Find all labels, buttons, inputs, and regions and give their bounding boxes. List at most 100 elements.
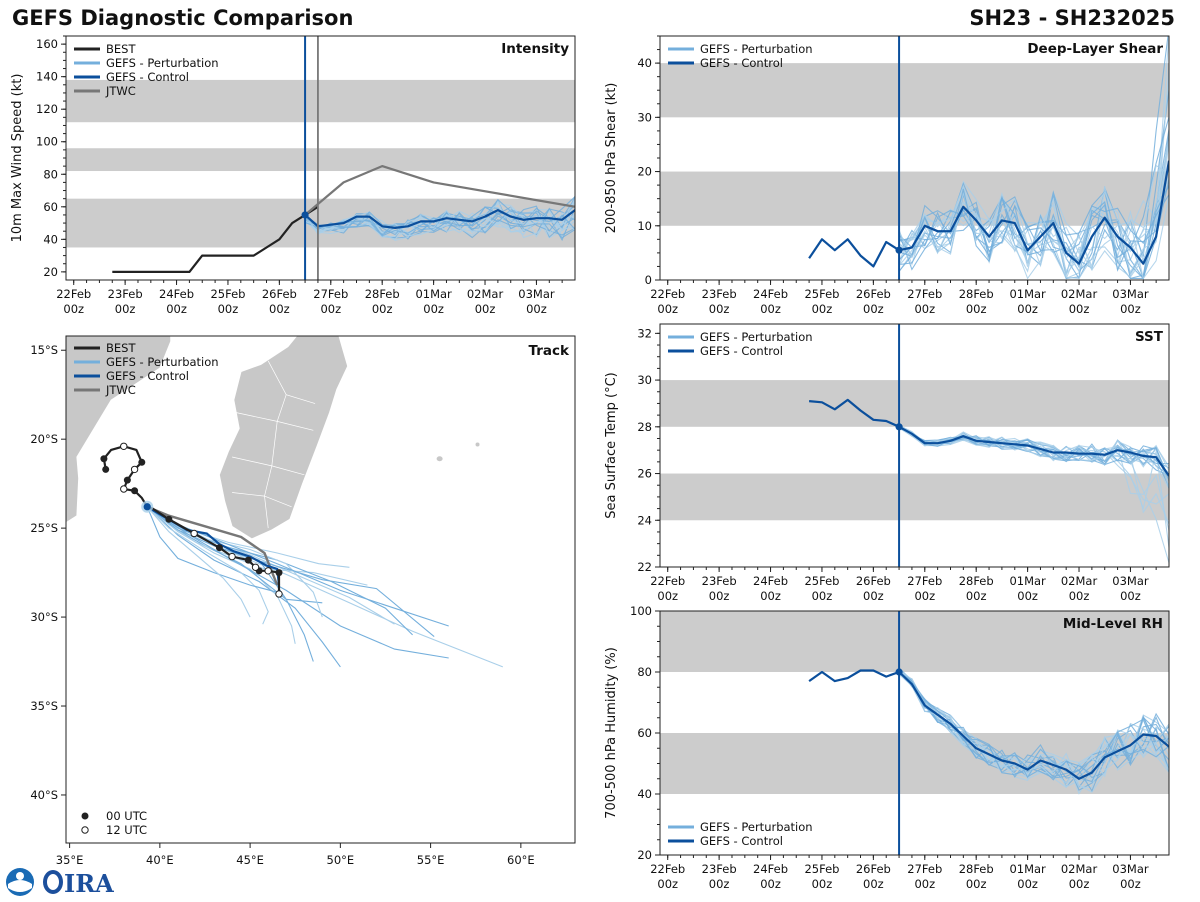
sst-xtick-label: 26Feb — [856, 574, 891, 588]
shear-xtick-label: 27Feb — [907, 287, 942, 301]
sst-ytick-label: 32 — [637, 326, 652, 340]
track-frame — [65, 335, 576, 844]
rh-perturbation-line — [898, 673, 1169, 778]
intensity-control-line — [304, 209, 575, 229]
track-best-12utc-point — [228, 552, 236, 561]
sst-legend-label-perturbation: GEFS - Perturbation — [700, 330, 813, 344]
sst-xtick-hour: 00z — [863, 589, 884, 603]
intensity-xtick-hour: 00z — [166, 302, 187, 316]
rh-panel-title: Mid-Level RH — [1063, 616, 1163, 632]
rh-perturbation-line — [898, 671, 1169, 779]
intensity-perturbation-line — [304, 195, 575, 239]
shear-xtick-hour: 00z — [812, 302, 833, 316]
shear-ytick-label: 40 — [637, 56, 652, 70]
track-plot-area — [66, 336, 504, 668]
sst-xtick-hour: 00z — [812, 589, 833, 603]
shear-xtick-label: 24Feb — [753, 287, 788, 301]
sst-frame — [659, 323, 1170, 568]
rh-ytick-label: 20 — [637, 848, 652, 862]
mauritius-island — [475, 442, 480, 447]
track-perturbation-line — [146, 506, 269, 625]
track-panel-title: Track — [529, 343, 570, 359]
africa-land — [66, 336, 172, 524]
intensity-xtick-hour: 00z — [475, 302, 496, 316]
noaa-cira-logo-icon: IRA — [6, 868, 114, 898]
shear-xtick-label: 26Feb — [856, 287, 891, 301]
track-best-12utc-point — [275, 590, 283, 598]
storm-id-title: SH23 - SH232025 — [969, 6, 1175, 30]
intensity-legend-label-perturbation: GEFS - Perturbation — [106, 56, 219, 70]
shear-xtick-label: 25Feb — [804, 287, 839, 301]
track-best-12utc-point — [251, 563, 260, 571]
rh-panel: 2040608010022Feb00z23Feb00z24Feb00z25Feb… — [604, 604, 1170, 891]
rh-xtick-hour: 00z — [760, 877, 781, 891]
rh-xtick-label: 02Mar — [1061, 862, 1098, 876]
figure-title: GEFS Diagnostic Comparison — [12, 6, 354, 30]
shear-xtick-hour: 00z — [863, 302, 884, 316]
rh-xtick-label: 03Mar — [1112, 862, 1149, 876]
rh-ytick-label: 100 — [630, 604, 652, 618]
intensity-xtick-hour: 00z — [269, 302, 290, 316]
reunion-island — [436, 456, 443, 462]
sst-xtick-hour: 00z — [1120, 589, 1141, 603]
intensity-xtick-label: 26Feb — [262, 287, 297, 301]
track-best-00utc-point — [275, 569, 283, 577]
shear-legend-label-perturbation: GEFS - Perturbation — [700, 42, 813, 56]
intensity-perturbation-line — [304, 206, 575, 235]
track-best-00utc-point — [244, 556, 252, 564]
rh-xtick-label: 28Feb — [959, 862, 994, 876]
track-perturbation-line — [146, 506, 449, 627]
shear-ytick-label: 30 — [637, 110, 652, 124]
noaa-cira-logo: IRA — [4, 866, 114, 898]
intensity-xtick-hour: 00z — [320, 302, 341, 316]
track-best-00utc-point — [131, 487, 139, 495]
intensity-jtwc-line — [304, 165, 575, 216]
intensity-band — [66, 148, 575, 172]
intensity-ytick-label: 20 — [43, 265, 58, 279]
sst-xtick-hour: 00z — [1069, 589, 1090, 603]
rh-xtick-hour: 00z — [709, 877, 730, 891]
rh-xtick-label: 23Feb — [702, 862, 737, 876]
shear-legend-label-control: GEFS - Control — [700, 56, 783, 70]
sst-xtick-hour: 00z — [760, 589, 781, 603]
shear-control-line — [808, 160, 1169, 268]
intensity-legend-label-jtwc: JTWC — [105, 84, 136, 98]
shear-perturbation-line — [898, 140, 1169, 260]
shear-perturbation-line — [898, 142, 1169, 280]
shear-band — [660, 63, 1169, 118]
intensity-ytick-label: 60 — [43, 200, 58, 214]
track-best-00utc-point — [102, 465, 110, 473]
track-perturbation-line — [146, 506, 251, 618]
rh-xtick-hour: 00z — [812, 877, 833, 891]
province-boundary — [264, 394, 287, 529]
intensity-xtick-hour: 00z — [526, 302, 547, 316]
track-best-00utc-point — [138, 458, 146, 466]
intensity-xtick-label: 01Mar — [415, 287, 452, 301]
sst-ytick-label: 22 — [637, 560, 652, 574]
intensity-ytick-label: 80 — [43, 167, 58, 181]
track-perturbation-line — [146, 506, 278, 593]
sst-ytick-label: 28 — [637, 420, 652, 434]
rh-legend-label-perturbation: GEFS - Perturbation — [700, 820, 813, 834]
intensity-xtick-hour: 00z — [218, 302, 239, 316]
sst-ylabel: Sea Surface Temp (°C) — [604, 372, 619, 519]
rh-ylabel: 700-500 hPa Humidity (%) — [604, 647, 619, 819]
rh-xtick-label: 22Feb — [650, 862, 685, 876]
sst-ytick-label: 26 — [637, 467, 652, 481]
shear-xtick-hour: 00z — [1017, 302, 1038, 316]
sst-ytick-label: 24 — [637, 513, 652, 527]
intensity-legend-label-control: GEFS - Control — [106, 70, 189, 84]
track-perturbation-line — [146, 506, 314, 662]
intensity-xtick-label: 23Feb — [108, 287, 143, 301]
rh-control-line — [808, 669, 1169, 780]
track-legend-label-best: BEST — [106, 341, 136, 355]
shear-perturbation-line — [898, 166, 1169, 272]
track-lat-tick-label: 35°S — [30, 699, 58, 713]
track-lat-tick-label: 20°S — [30, 432, 58, 446]
rh-band — [660, 611, 1169, 672]
sst-xtick-label: 23Feb — [702, 574, 737, 588]
track-jtwc-line — [146, 505, 279, 586]
sst-xtick-label: 01Mar — [1009, 574, 1046, 588]
shear-xtick-hour: 00z — [914, 302, 935, 316]
track-lat-tick-label: 30°S — [30, 610, 58, 624]
